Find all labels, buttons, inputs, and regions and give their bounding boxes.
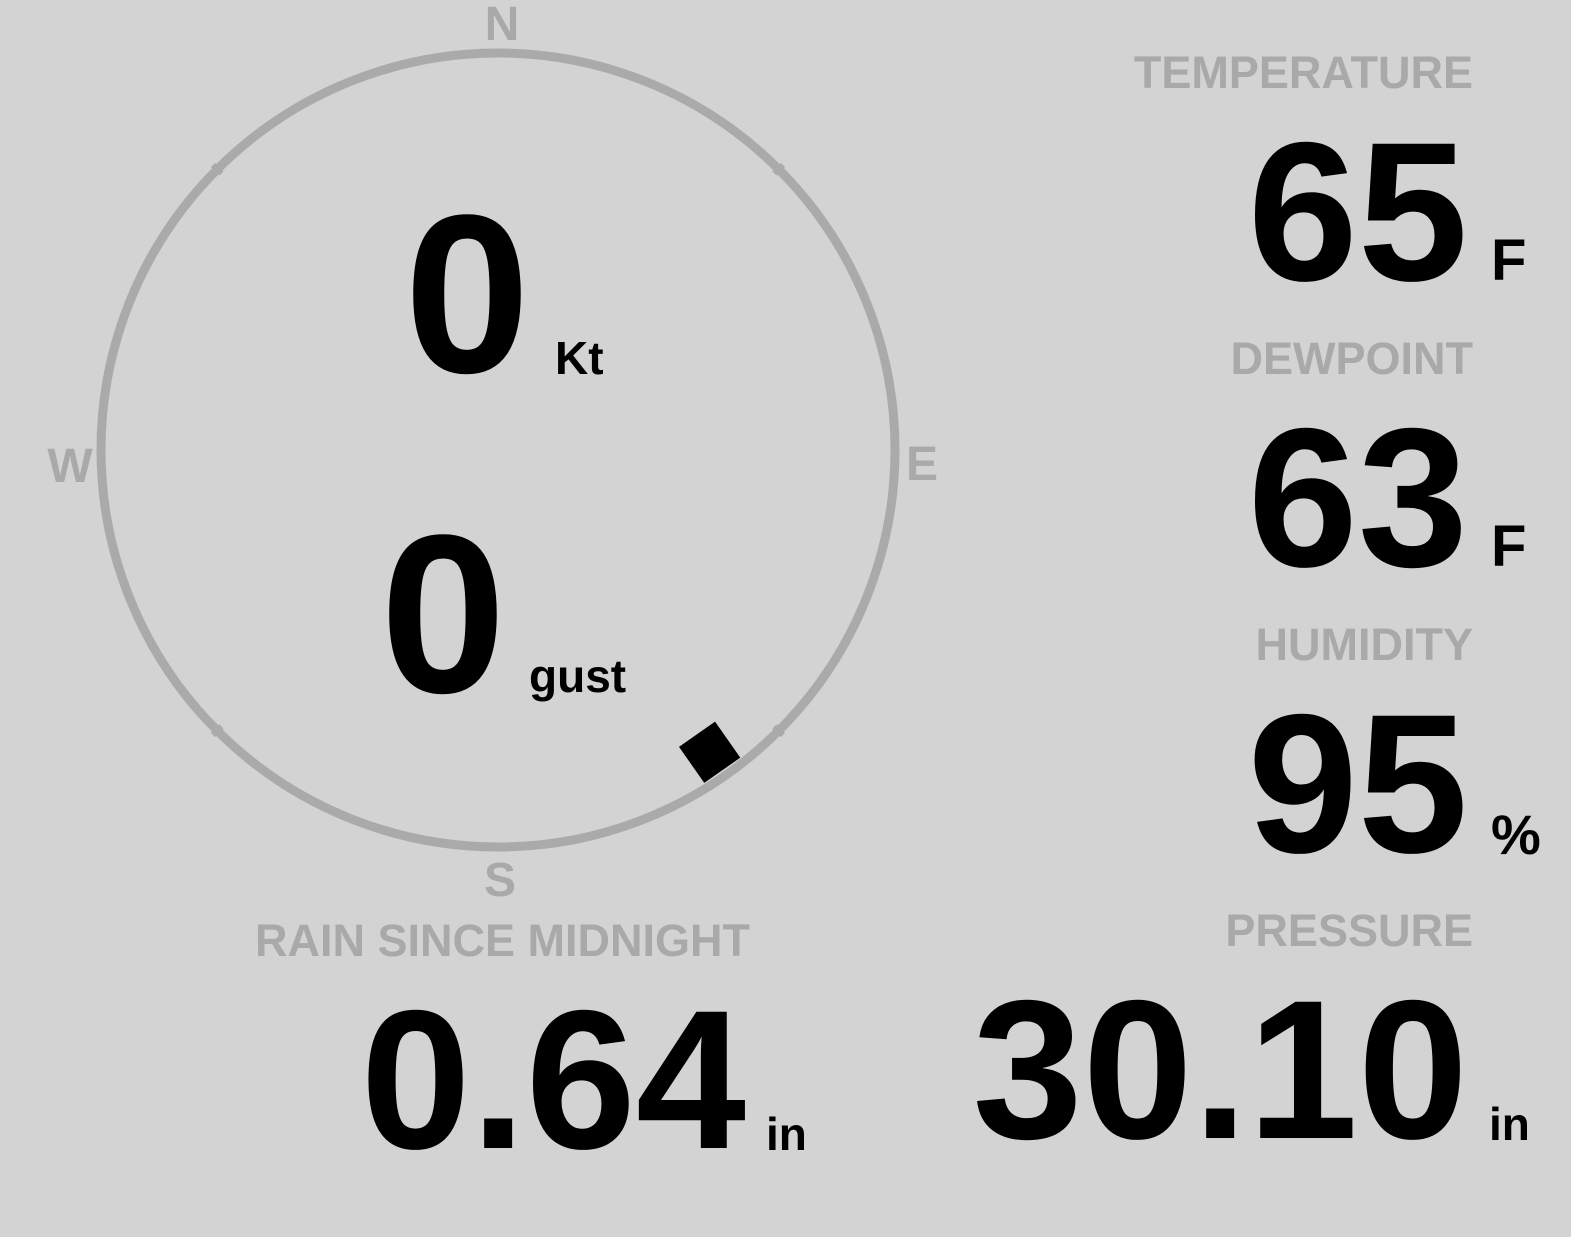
compass-tick bbox=[210, 724, 224, 738]
wind-direction-marker bbox=[679, 721, 741, 783]
humidity-value: 95 bbox=[1248, 673, 1468, 894]
rain-unit: in bbox=[766, 1108, 807, 1160]
temperature-label: TEMPERATURE bbox=[1134, 47, 1473, 98]
rain-panel: RAIN SINCE MIDNIGHT 0.64 in bbox=[255, 915, 807, 1190]
wind-compass: N E S W 0 Kt 0 gust bbox=[47, 0, 938, 907]
compass-ring bbox=[96, 48, 900, 852]
wind-speed-unit: Kt bbox=[555, 332, 604, 384]
compass-north-label: N bbox=[485, 0, 520, 51]
compass-east-label: E bbox=[906, 438, 938, 491]
compass-south-label: S bbox=[484, 854, 516, 907]
wind-speed-value: 0 bbox=[404, 167, 530, 420]
compass-ticks bbox=[210, 162, 786, 738]
dewpoint-panel: DEWPOINT 63 F bbox=[1231, 333, 1527, 608]
pressure-value: 30.10 bbox=[973, 959, 1468, 1180]
pressure-label: PRESSURE bbox=[1225, 905, 1473, 956]
pressure-unit: in bbox=[1489, 1098, 1530, 1150]
temperature-unit: F bbox=[1491, 228, 1526, 293]
gust-unit: gust bbox=[529, 650, 626, 702]
compass-west-label: W bbox=[47, 440, 93, 493]
compass-tick bbox=[772, 162, 786, 176]
temperature-value: 65 bbox=[1248, 101, 1468, 322]
compass-tick bbox=[210, 162, 224, 176]
gust-value: 0 bbox=[380, 487, 506, 740]
dewpoint-label: DEWPOINT bbox=[1231, 333, 1474, 384]
temperature-panel: TEMPERATURE 65 F bbox=[1134, 47, 1527, 322]
dewpoint-unit: F bbox=[1491, 514, 1526, 579]
rain-label: RAIN SINCE MIDNIGHT bbox=[255, 915, 750, 966]
pressure-panel: PRESSURE 30.10 in bbox=[973, 905, 1530, 1180]
compass-tick bbox=[772, 724, 786, 738]
humidity-label: HUMIDITY bbox=[1256, 619, 1474, 670]
humidity-panel: HUMIDITY 95 % bbox=[1248, 619, 1541, 894]
rain-value: 0.64 bbox=[361, 969, 746, 1190]
dewpoint-value: 63 bbox=[1248, 387, 1468, 608]
humidity-unit: % bbox=[1491, 803, 1541, 866]
